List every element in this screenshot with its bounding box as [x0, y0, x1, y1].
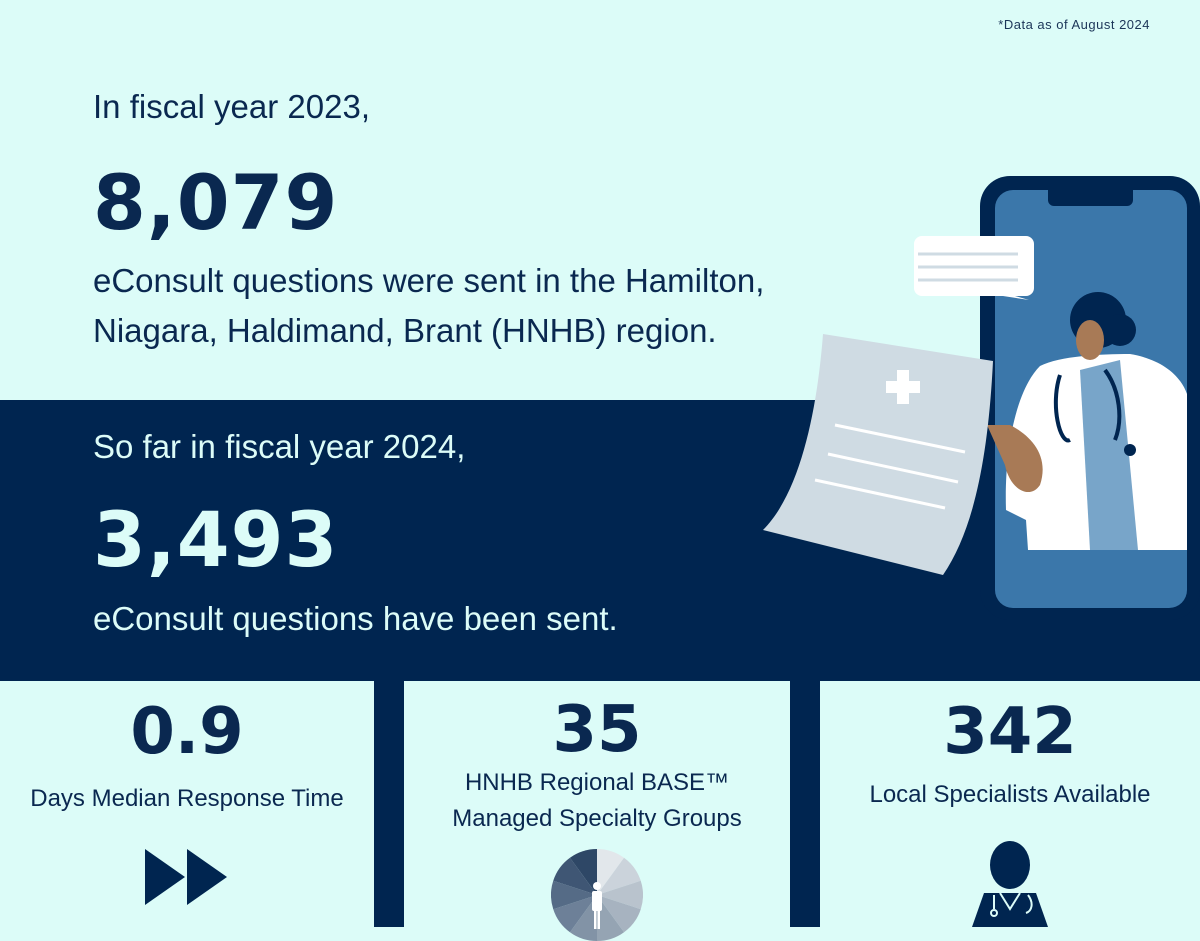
wheel-segment: [553, 895, 597, 933]
fy2023-count: 8,079: [93, 158, 339, 247]
fast-forward-icon: [145, 849, 227, 905]
response-time-label: Days Median Response Time: [30, 785, 344, 812]
local-specialists-value: 342: [943, 695, 1077, 769]
divider: [374, 681, 404, 927]
fy2024-desc: eConsult questions have been sent.: [93, 600, 618, 637]
wheel-segment: [551, 880, 597, 910]
specialty-wheel-icon: [551, 849, 643, 941]
specialty-groups-label-line1: HNHB Regional BASE™: [464, 769, 730, 796]
specialty-groups-label-line2: Managed Specialty Groups: [452, 805, 742, 832]
specialty-groups-value: 35: [552, 693, 642, 767]
fy2024-intro: So far in fiscal year 2024,: [93, 428, 466, 465]
doctor-phone-illustration: [763, 176, 1200, 620]
fy2023-intro: In fiscal year 2023,: [93, 88, 370, 125]
stat-panel-specialty-groups: 35 HNHB Regional BASE™ Managed Specialty…: [404, 681, 790, 941]
local-specialists-label: Local Specialists Available: [869, 781, 1151, 808]
fy2024-count: 3,493: [93, 495, 339, 584]
fy2023-desc-line2: Niagara, Haldimand, Brant (HNHB) region.: [93, 312, 717, 349]
fy2023-desc-line1: eConsult questions were sent in the Hami…: [93, 262, 765, 299]
stat-panel-local-specialists: 342 Local Specialists Available: [820, 681, 1200, 927]
doctor-icon: [972, 841, 1048, 927]
wheel-segment: [569, 849, 597, 895]
wheel-segment: [553, 857, 597, 895]
wheel-segment: [597, 849, 625, 895]
divider: [790, 681, 820, 927]
data-date-note: *Data as of August 2024: [998, 17, 1150, 32]
wheel-segment: [597, 857, 641, 895]
stat-panel-response-time: 0.9 Days Median Response Time: [0, 681, 374, 927]
response-time-value: 0.9: [130, 695, 244, 769]
wheel-segment: [597, 880, 643, 910]
wheel-segment: [597, 895, 641, 933]
